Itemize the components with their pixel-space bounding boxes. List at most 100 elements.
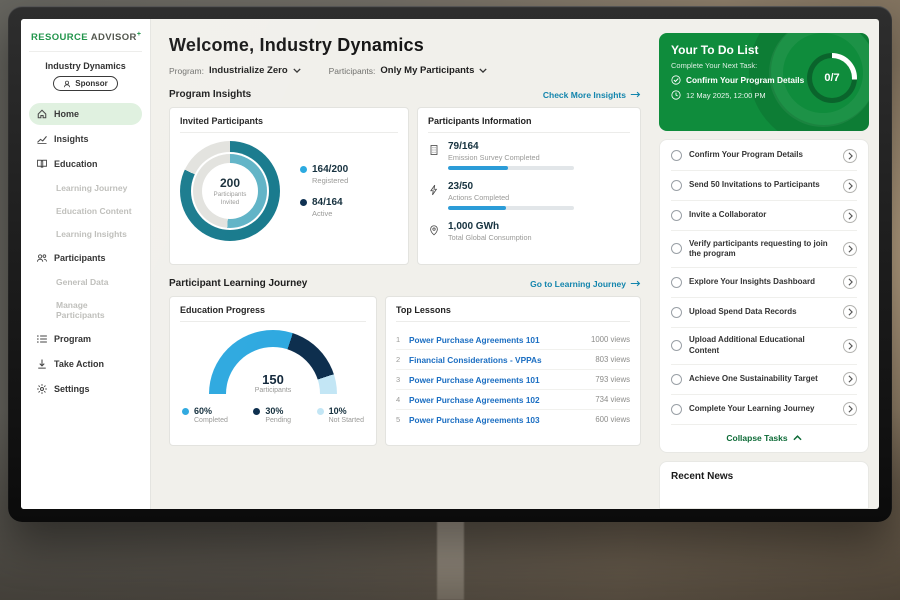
legend-dot <box>182 407 189 415</box>
sidebar-item-home[interactable]: Home <box>29 103 142 126</box>
person-icon <box>64 80 71 87</box>
donut-ring-registered: 200 Participants Invited <box>180 141 280 241</box>
insights-icon <box>36 133 48 145</box>
chevron-right-icon[interactable] <box>843 148 857 163</box>
sidebar-item-participants[interactable]: Participants <box>29 247 142 269</box>
education-legend: 60% Completed 30% Pending 10% Not Started <box>180 406 366 424</box>
gauge-center-value: 150 <box>262 372 284 387</box>
sidebar-nav: Home Insights Education Learning Journey Edu… <box>29 103 142 403</box>
chevron-right-icon[interactable] <box>843 275 857 290</box>
task-row-send-50-invitations-to-participants[interactable]: Send 50 Invitations to Participants <box>671 171 857 201</box>
lesson-link[interactable]: Power Purchase Agreements 103 <box>409 414 540 425</box>
monitor-bezel: RESOURCE ADVISOR+ Industry Dynamics Spon… <box>8 6 892 522</box>
pin-icon <box>428 223 440 236</box>
todo-title: Your To Do List <box>671 43 759 57</box>
task-row-complete-your-learning-journey[interactable]: Complete Your Learning Journey <box>671 395 857 425</box>
go-to-learning-journey-link[interactable]: Go to Learning Journey <box>530 279 641 289</box>
lesson-row: 5 Power Purchase Agreements 103 600 views <box>396 414 630 425</box>
todo-panel: Your To Do List Complete Your Next Task:… <box>651 19 879 509</box>
app-logo: RESOURCE ADVISOR+ <box>29 29 142 53</box>
lesson-row: 2 Financial Considerations - VPPAs 803 vie… <box>396 350 630 370</box>
program-icon <box>36 333 48 345</box>
info-row-total-global-consumption: 1,000 GWh Total Global Consumption <box>428 221 630 242</box>
home-icon <box>36 108 48 120</box>
donut-center-value: 200 <box>219 175 241 190</box>
progress-bar <box>448 166 574 170</box>
filter-participants-dropdown[interactable]: Participants: Only My Participants <box>329 65 488 76</box>
sidebar-item-manage-participants[interactable]: Manage Participants <box>56 300 105 321</box>
lesson-link[interactable]: Power Purchase Agreements 101 <box>409 334 540 345</box>
collapse-tasks-button[interactable]: Collapse Tasks <box>671 425 857 451</box>
chevron-right-icon[interactable] <box>843 372 857 387</box>
invited-participants-card: Invited Participants 200 Participants In… <box>169 107 409 265</box>
todo-progress-ring: 0/7 <box>807 53 857 103</box>
sidebar-item-general-data[interactable]: General Data <box>56 277 109 288</box>
check-circle-icon <box>671 75 681 85</box>
task-row-achieve-one-sustainability-target[interactable]: Achieve One Sustainability Target <box>671 365 857 395</box>
todo-progress-value: 0/7 <box>812 58 852 98</box>
checkbox-icon[interactable] <box>671 243 682 255</box>
education-icon <box>36 158 48 170</box>
gauge-legend-item-completed: 60% Completed <box>182 406 228 424</box>
learning-journey-title: Participant Learning Journey <box>169 278 308 289</box>
sidebar-item-insights[interactable]: Insights <box>29 128 142 150</box>
checkbox-icon[interactable] <box>671 276 682 288</box>
sidebar-item-education[interactable]: Education <box>29 153 142 175</box>
arrow-right-icon <box>630 91 641 98</box>
checkbox-icon[interactable] <box>671 180 682 191</box>
sponsor-badge[interactable]: Sponsor <box>53 76 118 92</box>
chevron-right-icon[interactable] <box>843 208 857 223</box>
sidebar-item-education-content[interactable]: Education Content <box>56 206 132 217</box>
lesson-row: 4 Power Purchase Agreements 102 734 views <box>396 390 630 410</box>
task-row-confirm-your-program-details[interactable]: Confirm Your Program Details <box>671 141 857 171</box>
lesson-link[interactable]: Financial Considerations - VPPAs <box>409 354 542 365</box>
legend-dot <box>300 199 307 206</box>
settings-icon <box>36 383 48 395</box>
progress-bar <box>448 206 574 210</box>
checkbox-icon[interactable] <box>671 210 682 221</box>
legend-dot <box>253 407 261 415</box>
chevron-right-icon[interactable] <box>843 305 857 320</box>
chevron-up-icon <box>793 434 802 440</box>
lesson-link[interactable]: Power Purchase Agreements 102 <box>409 394 540 405</box>
task-row-upload-spend-data-records[interactable]: Upload Spend Data Records <box>671 298 857 328</box>
chevron-right-icon[interactable] <box>843 178 857 193</box>
legend-item-active: 84/164 Active <box>300 197 348 218</box>
checkbox-icon[interactable] <box>671 403 682 415</box>
todo-next-due: 12 May 2025, 12:00 PM <box>671 90 811 100</box>
monitor-stand <box>437 518 464 600</box>
todo-tasks-card: Confirm Your Program Details Send 50 Invi… <box>659 139 869 453</box>
todo-task-rows: Confirm Your Program Details Send 50 Invi… <box>671 141 857 425</box>
check-more-insights-link[interactable]: Check More Insights <box>543 90 641 100</box>
invited-participants-donut: 200 Participants Invited <box>180 141 280 241</box>
task-row-invite-a-collaborator[interactable]: Invite a Collaborator <box>671 201 857 231</box>
sidebar-item-learning-insights[interactable]: Learning Insights <box>56 229 127 240</box>
gauge-center-label: Participants <box>254 387 292 394</box>
clock-icon <box>671 90 681 100</box>
lesson-link[interactable]: Power Purchase Agreements 101 <box>409 374 540 385</box>
chevron-right-icon[interactable] <box>843 402 857 417</box>
checkbox-icon[interactable] <box>671 373 682 385</box>
filter-program-dropdown[interactable]: Program: Industrialize Zero <box>169 65 301 76</box>
lesson-row: 1 Power Purchase Agreements 101 1000 views <box>396 330 630 350</box>
task-row-verify-participants-requesting-to-join-the-program[interactable]: Verify participants requesting to join t… <box>671 231 857 268</box>
task-row-upload-additional-educational-content[interactable]: Upload Additional Educational Content <box>671 328 857 365</box>
sidebar-item-program[interactable]: Program <box>29 328 142 350</box>
checkbox-icon[interactable] <box>671 306 682 318</box>
sidebar-item-learning-journey[interactable]: Learning Journey <box>56 183 128 194</box>
checkbox-icon[interactable] <box>671 150 682 161</box>
info-row-emission-survey-completed: 79/164 Emission Survey Completed <box>428 141 630 170</box>
dashboard-screen: RESOURCE ADVISOR+ Industry Dynamics Spon… <box>21 19 879 509</box>
main-content: Welcome, Industry Dynamics Program: Indus… <box>151 19 651 509</box>
recent-news-card: Recent News <box>659 460 869 509</box>
checkbox-icon[interactable] <box>671 340 682 352</box>
chevron-right-icon[interactable] <box>843 241 857 256</box>
task-row-explore-your-insights-dashboard[interactable]: Explore Your Insights Dashboard <box>671 268 857 298</box>
sidebar-item-settings[interactable]: Settings <box>29 378 142 400</box>
legend-dot <box>300 166 307 173</box>
chevron-right-icon[interactable] <box>843 338 857 353</box>
sidebar-item-take-action[interactable]: Take Action <box>29 353 142 375</box>
info-row-actions-completed: 23/50 Actions Completed <box>428 181 630 210</box>
lesson-row: 3 Power Purchase Agreements 101 793 views <box>396 370 630 390</box>
